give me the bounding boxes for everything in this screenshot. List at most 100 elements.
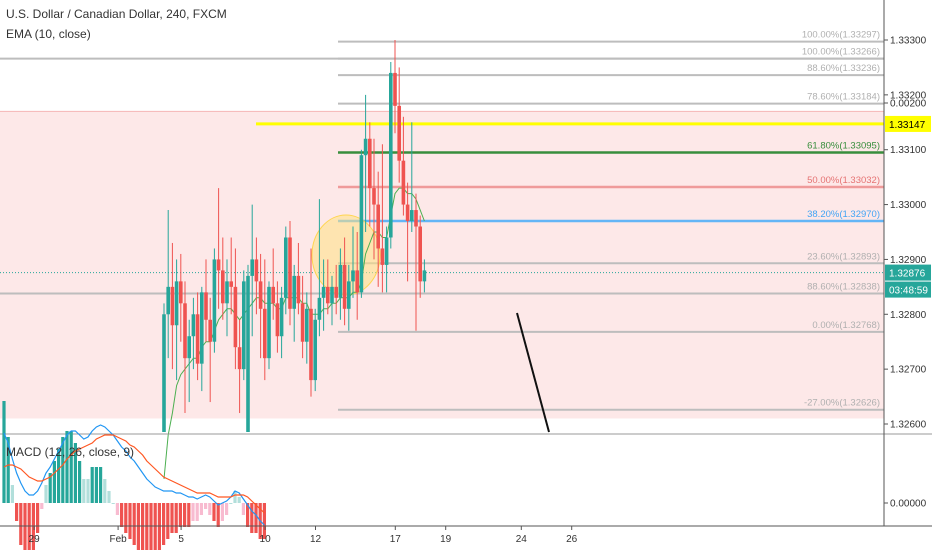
candle-body (305, 308, 309, 342)
candle-body (208, 319, 212, 342)
candle-body (384, 237, 389, 265)
macd-histogram-bar (120, 503, 124, 527)
macd-histogram-bar (191, 503, 195, 521)
time-axis[interactable]: 29 Feb 5 10 12 17 19 24 26 (0, 525, 932, 545)
candle-body (271, 286, 275, 304)
candle-body (233, 286, 238, 348)
candle-body (317, 297, 322, 320)
candle-body (183, 303, 187, 359)
fib-level-label: 23.60%(1.32893) (807, 251, 880, 262)
macd-histogram-bar (82, 479, 86, 503)
macd-histogram-bar (166, 503, 170, 539)
macd-legend[interactable]: MACD (12, 26, close, 9) (6, 445, 135, 459)
candle-body (372, 188, 376, 205)
candle-body (187, 336, 191, 359)
macd-histogram-bar (107, 491, 111, 503)
time-tick-label: 17 (390, 534, 402, 545)
candle-body (342, 264, 347, 309)
price-tick-label: 1.33200 (890, 90, 927, 101)
macd-histogram-bar (57, 449, 61, 503)
time-tick-label: 19 (440, 534, 452, 545)
macd-histogram-bar (99, 467, 103, 503)
candle-body (338, 264, 343, 298)
macd-lines (3, 424, 265, 526)
fib-level-label: 100.00%(1.33297) (802, 30, 880, 41)
candle-body (221, 270, 225, 304)
price-pane: 100.00%(1.33297) 100.00%(1.33266) 88.60%(1… (0, 30, 932, 479)
macd-histogram-bar (233, 491, 237, 503)
macd-histogram-bar (73, 443, 77, 503)
candle-body (363, 138, 368, 156)
candle-body (191, 314, 196, 337)
candle-body (309, 308, 313, 381)
macd-histogram-bar (183, 503, 187, 527)
macd-histogram-bar (94, 467, 98, 503)
macd-tick-label: 0.00000 (890, 499, 927, 510)
fib-level-label: 88.60%(1.33236) (807, 63, 880, 74)
price-axis[interactable]: 1.33300 1.33200 1.33100 1.33000 1.32900 1.328… (883, 0, 931, 526)
fib-level-label: 88.60%(1.32838) (807, 281, 880, 292)
trend-line (516, 312, 550, 433)
macd-histogram-bar (187, 503, 191, 527)
candle-body (267, 286, 271, 359)
candle-body (162, 314, 166, 432)
candle-body (250, 259, 254, 276)
macd-histogram-bar (19, 503, 23, 545)
macd-histogram-bar (36, 503, 40, 533)
macd-histogram-bar (78, 461, 82, 503)
macd-histogram-bar (10, 485, 14, 503)
macd-histogram-bar (208, 503, 212, 515)
macd-histogram-bar (40, 503, 44, 509)
macd-histogram-bar (128, 503, 132, 539)
macd-histogram-bar (2, 401, 6, 503)
symbol-legend[interactable]: U.S. Dollar / Canadian Dollar, 240, FXCM (6, 7, 227, 21)
ema-legend[interactable]: EMA (10, close) (6, 27, 91, 41)
macd-histogram-bar (48, 473, 52, 503)
candle-body (351, 270, 355, 282)
candle-body (204, 292, 208, 320)
candle-body (216, 259, 221, 271)
candle-body (242, 281, 246, 370)
time-tick-label: 12 (310, 534, 322, 545)
price-tick-label: 1.32900 (890, 255, 927, 266)
fib-zone (0, 111, 884, 419)
macd-histogram-bar (199, 503, 203, 515)
time-tick-label: 24 (516, 534, 528, 545)
candle-body (347, 281, 351, 309)
fib-level-label: 50.00%(1.33032) (807, 175, 880, 186)
countdown-bg (885, 281, 931, 298)
candle-body (275, 303, 280, 337)
price-tag-bg (885, 264, 931, 281)
macd-histogram-bar (103, 479, 107, 503)
candle-body (254, 259, 259, 282)
time-tick-label: 5 (178, 534, 184, 545)
candle-body (330, 286, 334, 304)
candle-body (401, 160, 406, 205)
candle-body (355, 270, 359, 293)
candle-body (359, 155, 364, 293)
candle-body (195, 314, 200, 364)
candle-body (288, 237, 292, 309)
countdown-label: 03:48:59 (889, 286, 928, 297)
macd-histogram-bar (44, 485, 48, 503)
price-tick-label: 1.33300 (890, 36, 927, 47)
fib-zone-layer (0, 57, 884, 419)
candle-body (397, 105, 401, 161)
price-tick-label: 1.32600 (890, 420, 927, 431)
fib-level-label: 100.00%(1.33266) (802, 47, 880, 58)
macd-histogram-bar (124, 503, 128, 533)
candle-body (393, 72, 397, 106)
signal-line (3, 434, 265, 514)
price-tag-label: 1.32876 (889, 269, 926, 280)
macd-line (3, 424, 265, 526)
candle-body (246, 275, 250, 432)
candle-body (380, 248, 385, 265)
macd-histogram-bar (250, 503, 254, 533)
macd-histogram-bar (237, 497, 241, 503)
candle-body (170, 286, 175, 326)
fib-level-label: 38.20%(1.32970) (807, 209, 880, 220)
candle-body (292, 275, 296, 309)
candle-body (174, 281, 179, 326)
candle-body (300, 303, 305, 342)
